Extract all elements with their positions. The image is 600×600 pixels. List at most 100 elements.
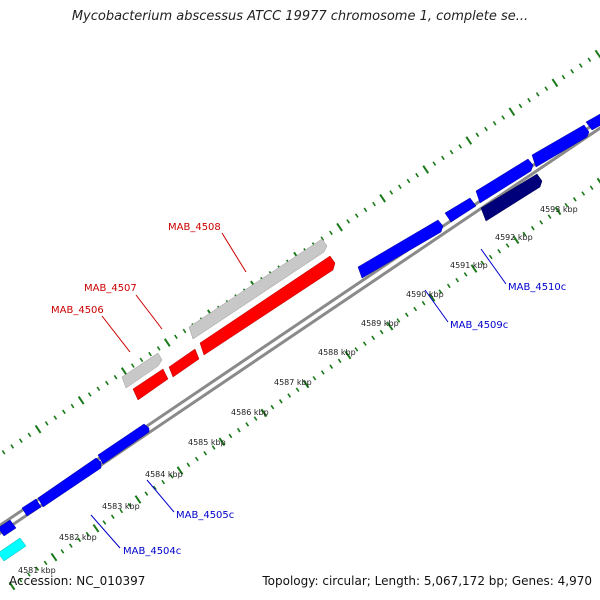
tick-mark-outer — [372, 201, 376, 207]
tick-mark-outer — [441, 155, 445, 161]
gene-blue-2[interactable] — [21, 498, 42, 517]
scale-label: 4588 kbp — [318, 348, 356, 357]
tick-mark-outer — [70, 403, 75, 409]
gene-blue-9[interactable] — [585, 113, 600, 131]
tick-mark-outer — [27, 432, 32, 438]
tick-mark-outer — [397, 184, 402, 190]
gene-label-leaders — [90, 232, 507, 549]
tick-mark-outer — [130, 363, 135, 368]
tick-mark-outer — [174, 334, 178, 340]
tick-mark-inner — [270, 404, 275, 410]
tick-mark-outer — [465, 136, 473, 145]
gene-blue-5[interactable] — [357, 219, 444, 279]
tick-mark-outer — [561, 74, 566, 80]
tick-mark-inner — [463, 272, 468, 277]
tick-mark-inner — [505, 243, 510, 248]
gene-gray-1[interactable] — [121, 352, 163, 389]
tick-mark-inner — [302, 379, 310, 389]
tick-mark-inner — [438, 289, 443, 294]
scale-label: 4587 kbp — [274, 378, 312, 387]
tick-mark-outer — [163, 338, 171, 347]
gene-blue-6[interactable] — [444, 197, 477, 223]
gene-blue-8[interactable] — [531, 124, 590, 168]
tick-mark-outer — [120, 367, 128, 376]
tick-mark-outer — [578, 63, 583, 68]
gene-gray-2[interactable] — [188, 238, 328, 340]
tick-ring-inner — [8, 177, 600, 591]
gene-blue-7[interactable] — [475, 158, 534, 204]
gene-red-1[interactable] — [132, 368, 169, 401]
scale-labels: 4581 kbp 4582 kbp 4583 kbp 4584 kbp 4585… — [18, 205, 578, 575]
tick-mark-inner — [35, 566, 40, 571]
tick-mark-inner — [169, 474, 174, 479]
gene-cyan-bottom[interactable] — [0, 537, 27, 562]
tick-mark-inner — [186, 462, 191, 468]
tick-mark-inner — [119, 508, 124, 514]
tick-mark-outer — [406, 178, 411, 184]
tick-mark-inner — [589, 185, 594, 191]
scale-label: 4584 kbp — [145, 470, 183, 479]
gene-red-2[interactable] — [168, 348, 200, 378]
tick-mark-outer — [44, 421, 49, 426]
tick-mark-inner — [488, 254, 493, 260]
tick-mark-inner — [26, 572, 31, 577]
tick-mark-outer — [77, 395, 85, 405]
scale-label: 4590 kbp — [406, 290, 444, 299]
tick-mark-inner — [144, 491, 149, 496]
tick-mark-outer — [329, 230, 333, 236]
gene-label-mab4505c[interactable]: MAB_4505c — [176, 510, 234, 521]
tick-mark-outer — [1, 449, 6, 455]
tick-mark-inner — [194, 456, 199, 462]
tick-mark-inner — [404, 312, 409, 318]
map-footer: Accession: NC_010397 Topology: circular;… — [0, 574, 600, 594]
gene-label-mab4509c[interactable]: MAB_4509c — [450, 320, 508, 331]
gene-blue-3[interactable] — [37, 457, 102, 508]
tick-mark-inner — [344, 350, 352, 360]
tick-mark-outer — [379, 193, 386, 203]
tick-mark-inner — [85, 531, 90, 537]
scale-label: 4585 kbp — [188, 438, 226, 447]
tick-mark-inner — [522, 231, 527, 237]
tick-mark-inner — [110, 514, 115, 520]
gene-label-mab4504c[interactable]: MAB_4504c — [123, 546, 181, 557]
gene-label-mab4506[interactable]: MAB_4506 — [51, 305, 104, 316]
tick-mark-outer — [535, 92, 540, 97]
tick-mark-outer — [336, 222, 343, 232]
tick-mark-inner — [320, 370, 325, 375]
gene-red-3[interactable] — [199, 255, 336, 356]
gene-track — [0, 113, 600, 562]
tick-mark-outer — [501, 115, 506, 120]
tick-mark-inner — [421, 300, 426, 306]
tick-mark-outer — [139, 357, 144, 363]
leader-mab4507 — [135, 294, 163, 330]
gene-label-mab4508[interactable]: MAB_4508 — [168, 222, 221, 233]
tick-mark-inner — [176, 466, 184, 475]
gene-label-mab4510c[interactable]: MAB_4510c — [508, 282, 566, 293]
tick-mark-inner — [446, 283, 451, 289]
scale-label: 4583 kbp — [102, 502, 140, 511]
leader-mab4504c — [90, 514, 121, 549]
gene-label-mab4507[interactable]: MAB_4507 — [84, 283, 137, 294]
gene-blue-1[interactable] — [0, 519, 17, 537]
tick-mark-inner — [371, 335, 376, 341]
tick-mark-outer — [113, 374, 118, 380]
tick-mark-inner — [379, 329, 384, 335]
gene-navy[interactable] — [480, 173, 543, 222]
tick-mark-inner — [60, 549, 65, 554]
tick-mark-outer — [475, 132, 480, 138]
tick-mark-inner — [203, 450, 208, 456]
gene-blue-4[interactable] — [97, 423, 150, 465]
tick-mark-inner — [312, 375, 317, 381]
leader-mab4506 — [101, 315, 131, 353]
scale-label: 4589 kbp — [361, 319, 399, 328]
leader-mab4505c — [146, 479, 175, 513]
tick-mark-outer — [449, 149, 454, 155]
tick-mark-outer — [18, 438, 23, 443]
tick-mark-inner — [329, 364, 334, 369]
tick-mark-outer — [508, 107, 516, 117]
tick-mark-outer — [320, 236, 325, 241]
tick-mark-outer — [551, 78, 559, 88]
tick-mark-inner — [581, 191, 586, 196]
scale-label: 4582 kbp — [59, 533, 97, 542]
